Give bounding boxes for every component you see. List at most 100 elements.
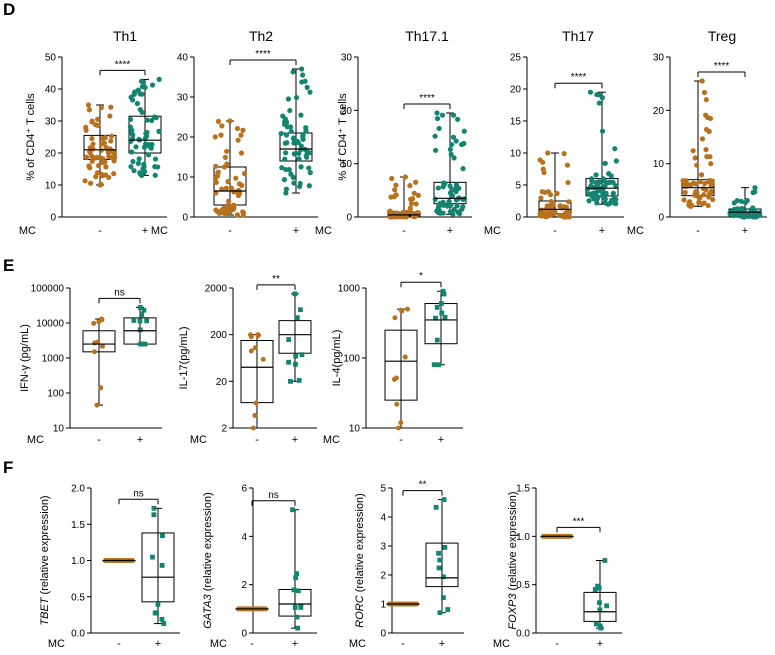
data-point bbox=[710, 197, 716, 203]
data-point bbox=[608, 173, 614, 179]
data-point bbox=[240, 127, 246, 133]
data-point bbox=[436, 362, 442, 368]
data-point bbox=[439, 112, 446, 118]
data-point bbox=[141, 161, 147, 168]
significance-label: ns bbox=[268, 490, 279, 501]
data-point bbox=[86, 107, 92, 113]
data-point bbox=[447, 146, 453, 153]
significance-label: **** bbox=[571, 72, 587, 83]
y-tick-label: 100 bbox=[47, 389, 64, 400]
data-point bbox=[306, 183, 312, 189]
y-tick-label: 2.0 bbox=[71, 484, 85, 495]
gene-name: FOXP3 bbox=[507, 590, 519, 629]
data-point bbox=[140, 79, 147, 85]
box-plus bbox=[425, 542, 459, 588]
panel-letter-d: D bbox=[3, 0, 15, 19]
data-point bbox=[144, 117, 150, 123]
data-point bbox=[228, 185, 235, 191]
data-point bbox=[296, 156, 302, 162]
data-point bbox=[595, 179, 601, 185]
data-point bbox=[83, 127, 89, 133]
data-point bbox=[129, 97, 136, 103]
x-row-label: MC bbox=[323, 434, 340, 446]
significance-label: ns bbox=[114, 287, 125, 298]
data-point bbox=[752, 185, 758, 191]
data-point bbox=[442, 180, 448, 187]
data-point bbox=[690, 148, 696, 154]
x-group-label: - bbox=[117, 638, 121, 650]
data-point bbox=[610, 190, 616, 196]
data-point bbox=[212, 175, 219, 181]
y-axis-label: IL-17(pg/mL) bbox=[178, 327, 190, 390]
data-point bbox=[89, 135, 95, 142]
data-point bbox=[442, 544, 448, 550]
data-point bbox=[392, 187, 398, 193]
x-group-label: - bbox=[98, 225, 102, 237]
data-point bbox=[701, 192, 707, 198]
data-point bbox=[296, 588, 301, 594]
data-point bbox=[99, 141, 105, 147]
data-point bbox=[215, 170, 221, 176]
data-point bbox=[89, 118, 95, 124]
data-point bbox=[283, 150, 289, 156]
data-point bbox=[554, 190, 560, 197]
data-point bbox=[108, 138, 114, 144]
data-point bbox=[140, 165, 146, 172]
x-row-label: MC bbox=[27, 434, 44, 446]
data-point bbox=[416, 211, 422, 217]
data-point bbox=[139, 84, 145, 90]
x-group-label: + bbox=[439, 638, 445, 650]
x-row-label: MC bbox=[627, 225, 644, 237]
data-point bbox=[108, 154, 115, 161]
data-point bbox=[702, 180, 708, 187]
data-point bbox=[93, 174, 99, 180]
data-point bbox=[694, 189, 700, 196]
data-point bbox=[155, 601, 161, 607]
data-point bbox=[564, 162, 571, 168]
data-point bbox=[432, 133, 438, 139]
data-point bbox=[444, 203, 450, 209]
data-point bbox=[134, 100, 141, 107]
data-point bbox=[602, 558, 608, 563]
y-tick-label: 10 bbox=[53, 424, 65, 435]
data-point bbox=[82, 178, 88, 184]
data-point bbox=[98, 104, 104, 111]
data-point bbox=[567, 209, 573, 215]
data-point bbox=[388, 194, 394, 200]
data-point bbox=[107, 113, 113, 119]
gene-name: TBET bbox=[39, 594, 51, 625]
data-point bbox=[219, 186, 225, 192]
data-point bbox=[238, 132, 244, 138]
x-group-label: - bbox=[555, 638, 559, 650]
data-point bbox=[298, 164, 304, 170]
x-row-label: MC bbox=[19, 225, 36, 237]
data-point bbox=[131, 91, 137, 97]
data-point bbox=[756, 210, 763, 216]
data-point bbox=[453, 138, 459, 144]
data-point bbox=[94, 170, 101, 176]
data-point bbox=[152, 172, 158, 178]
data-point bbox=[283, 186, 289, 192]
data-point bbox=[292, 291, 298, 297]
data-point bbox=[92, 349, 98, 355]
y-tick-label: 1 bbox=[380, 600, 386, 611]
data-point bbox=[156, 128, 162, 134]
data-point bbox=[596, 92, 602, 98]
x-row-label: MC bbox=[315, 225, 332, 237]
y-tick-label: 0 bbox=[241, 629, 247, 640]
data-point bbox=[225, 179, 231, 185]
data-point bbox=[415, 192, 421, 198]
data-point bbox=[440, 202, 446, 208]
data-point bbox=[738, 198, 744, 204]
data-point bbox=[540, 166, 546, 172]
data-point bbox=[589, 193, 595, 199]
data-point bbox=[454, 203, 460, 209]
data-point bbox=[697, 179, 703, 185]
data-point bbox=[226, 198, 232, 204]
data-point bbox=[540, 159, 546, 165]
data-point bbox=[248, 348, 254, 354]
data-point bbox=[260, 356, 266, 362]
data-point bbox=[561, 204, 567, 210]
data-point bbox=[233, 175, 239, 181]
